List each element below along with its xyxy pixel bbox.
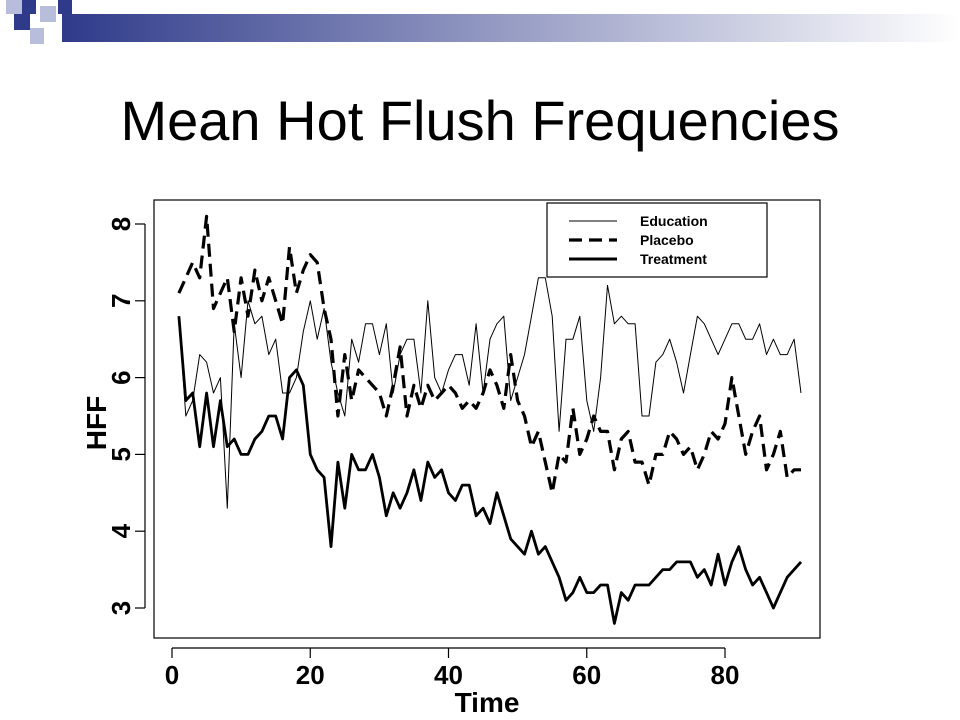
x-axis: 0 20 40 60 80	[165, 647, 740, 690]
y-tick-label: 5	[106, 447, 136, 461]
slide-title: Mean Hot Flush Frequencies	[120, 89, 840, 152]
legend: Education Placebo Treatment	[546, 202, 768, 278]
legend-label-education: Education	[640, 213, 708, 229]
decor-square-light-2	[40, 6, 56, 22]
x-tick-label: 60	[572, 660, 601, 690]
x-tick-label: 20	[296, 660, 325, 690]
decor-square-dark-2	[14, 14, 30, 30]
x-axis-title: Time	[455, 687, 520, 718]
decor-square-dark-1	[22, 0, 36, 14]
decor-gradient-bar	[62, 14, 960, 42]
series-line-placebo	[177, 214, 801, 495]
series-line-treatment	[177, 316, 803, 625]
x-tick-label: 40	[434, 660, 463, 690]
y-tick-label: 4	[106, 523, 136, 538]
y-axis: 3 4 5 6 7 8	[106, 217, 146, 615]
decor-square-light-3	[30, 28, 44, 44]
y-tick-label: 7	[106, 294, 136, 308]
y-axis-title: HFF	[81, 396, 112, 450]
decor-square-dark-3	[58, 0, 72, 14]
plot-frame	[153, 199, 821, 639]
x-tick-label: 80	[711, 660, 740, 690]
series-line-education	[178, 277, 802, 509]
legend-label-treatment: Treatment	[640, 251, 707, 267]
y-tick-label: 8	[106, 217, 136, 231]
series-layer	[177, 214, 803, 625]
decor-square-light-1	[6, 0, 22, 14]
x-tick-label: 0	[165, 660, 179, 690]
legend-box	[546, 202, 768, 278]
y-tick-label: 6	[106, 370, 136, 384]
legend-label-placebo: Placebo	[640, 232, 694, 248]
slide-decoration	[6, 0, 960, 44]
y-tick-label: 3	[106, 601, 136, 615]
